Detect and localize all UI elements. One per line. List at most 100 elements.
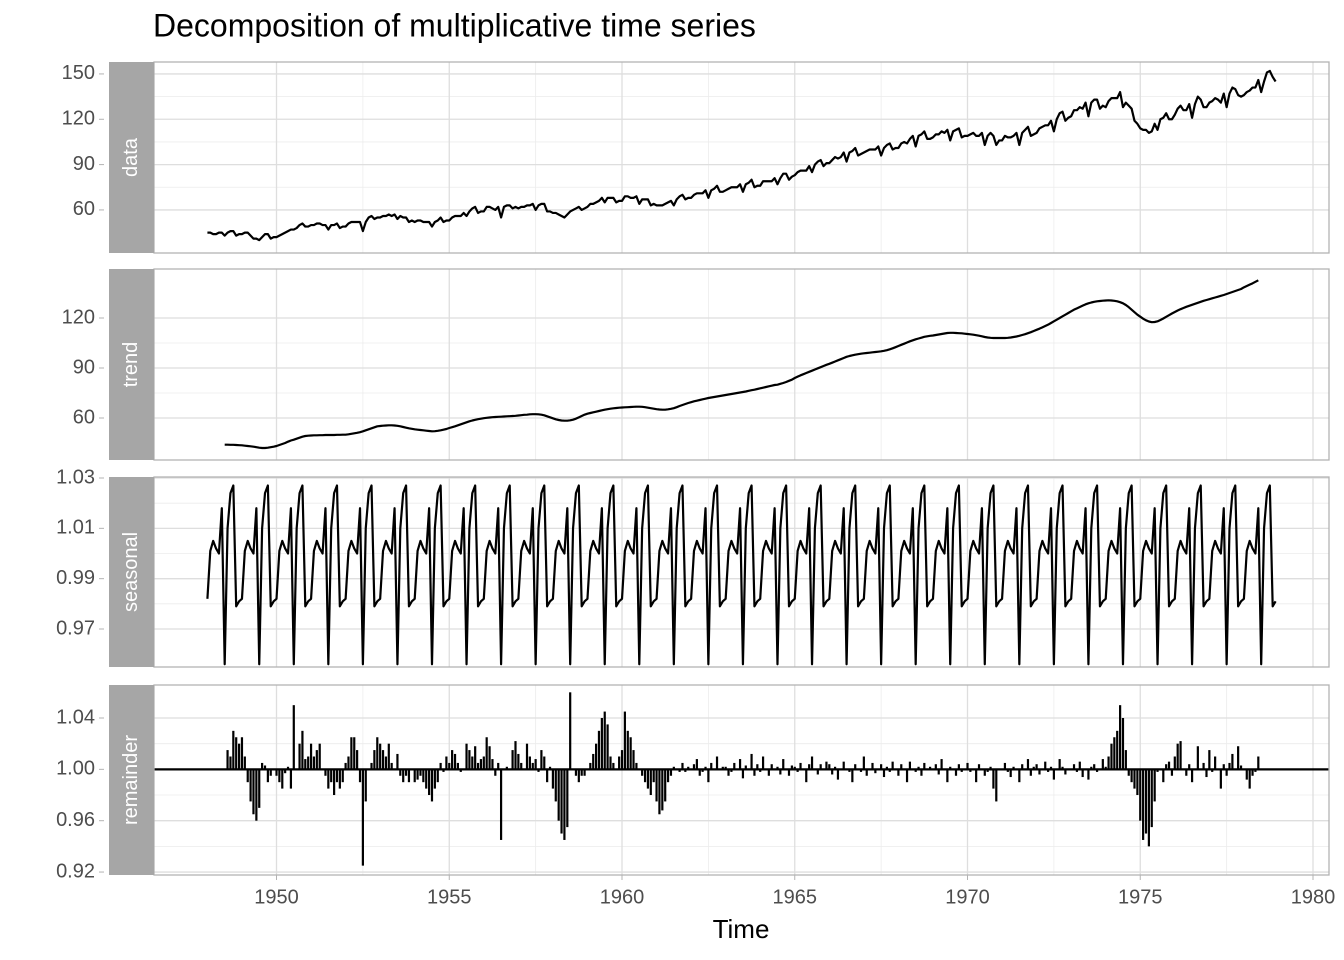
y-tick-label: 90 — [73, 356, 95, 378]
bar — [1101, 759, 1104, 770]
bar — [1078, 761, 1081, 770]
bar — [1237, 746, 1240, 770]
bar — [897, 769, 900, 776]
y-tick-label: 0.96 — [56, 809, 95, 831]
bar — [1162, 769, 1165, 783]
bar — [874, 769, 877, 774]
bar — [862, 756, 865, 770]
bar — [635, 762, 638, 770]
bar — [1179, 741, 1182, 770]
bar — [678, 769, 681, 772]
bar — [574, 769, 578, 776]
bar — [623, 711, 626, 770]
bar — [664, 769, 667, 802]
bar — [428, 769, 431, 796]
bar — [381, 750, 385, 770]
bar — [940, 759, 943, 770]
bar — [491, 759, 494, 770]
bar — [594, 743, 598, 770]
bar — [356, 750, 359, 770]
bar — [1185, 769, 1188, 776]
y-tick-label: 90 — [73, 153, 95, 175]
panel-background — [154, 685, 1329, 875]
bar — [928, 766, 932, 770]
bar — [1018, 769, 1021, 783]
bar — [666, 769, 670, 783]
bar — [698, 769, 701, 776]
bar — [390, 762, 393, 770]
bar — [399, 769, 402, 776]
bar — [548, 766, 552, 770]
bar — [753, 769, 756, 776]
line — [224, 279, 1259, 450]
bar — [255, 769, 258, 821]
y-tick-label: 1.01 — [56, 517, 95, 539]
bar — [704, 766, 707, 770]
bar — [833, 766, 837, 770]
bar — [520, 762, 523, 770]
bar — [730, 769, 733, 772]
bar — [376, 737, 379, 770]
bar — [335, 769, 339, 783]
bar — [727, 769, 730, 776]
bar — [819, 764, 822, 770]
bar — [439, 762, 442, 770]
bar — [724, 766, 727, 770]
bar — [1257, 756, 1260, 770]
bar — [880, 764, 883, 770]
x-tick-label: 1975 — [1118, 886, 1163, 908]
x-tick-label: 1980 — [1291, 886, 1336, 908]
bar — [436, 769, 439, 783]
bar — [577, 769, 580, 783]
bar — [891, 761, 894, 770]
bar — [609, 756, 612, 770]
strip — [109, 477, 154, 667]
y-tick-label: 0.92 — [56, 860, 95, 882]
bar — [1225, 769, 1228, 776]
bar — [243, 756, 246, 770]
bar — [476, 762, 480, 770]
bar — [583, 769, 586, 776]
bar — [1124, 750, 1127, 770]
bar — [448, 762, 451, 770]
bar — [525, 743, 529, 770]
bar — [304, 759, 307, 770]
bar — [1012, 766, 1015, 770]
bar — [687, 766, 690, 770]
bar — [453, 753, 457, 770]
bar — [836, 769, 840, 780]
bar — [1153, 769, 1156, 802]
bar — [1113, 737, 1116, 770]
bar — [787, 769, 791, 776]
bar — [848, 769, 851, 772]
bar — [338, 769, 341, 789]
bar — [517, 753, 520, 770]
bar — [917, 766, 920, 770]
bar — [1167, 761, 1171, 770]
chart-title: Decomposition of multiplicative time ser… — [153, 7, 756, 43]
bar — [885, 766, 889, 770]
bar — [1196, 746, 1199, 770]
bar — [315, 750, 318, 770]
bar — [1190, 769, 1194, 783]
bar — [793, 766, 796, 770]
bar — [1205, 769, 1208, 778]
bar — [946, 769, 949, 783]
bar — [235, 737, 238, 770]
bar — [1176, 743, 1179, 770]
bar — [249, 769, 252, 802]
bar — [992, 769, 995, 789]
y-tick-label: 60 — [73, 198, 95, 220]
bar — [672, 766, 675, 770]
bar — [776, 766, 779, 770]
bar — [278, 769, 281, 783]
strip-label: remainder — [120, 735, 142, 825]
panel-marks — [224, 279, 1259, 450]
bar — [989, 766, 992, 770]
bar — [333, 769, 336, 796]
bar — [1248, 769, 1251, 789]
bar — [292, 705, 295, 770]
y-tick-label: 120 — [62, 108, 95, 130]
bar — [534, 759, 537, 770]
bar — [358, 769, 362, 783]
